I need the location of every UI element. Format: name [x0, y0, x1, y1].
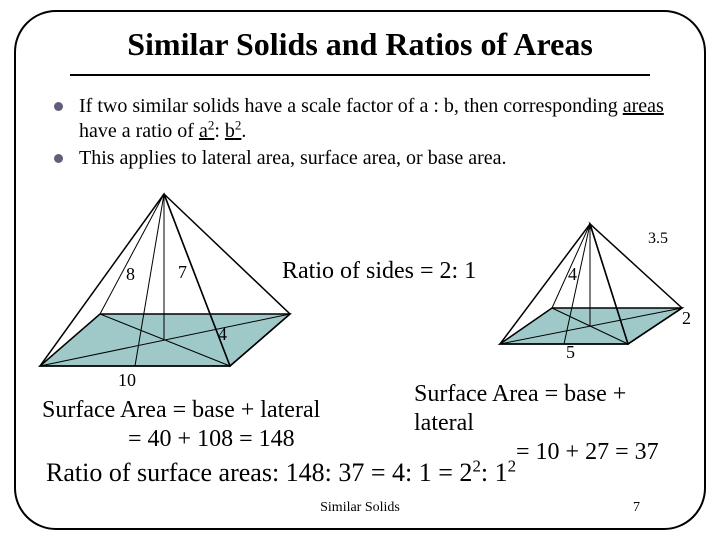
bullet-1-mid: have a ratio of — [79, 120, 199, 142]
footer-title: Similar Solids — [0, 500, 720, 516]
bullet-1-b2: b2 — [225, 120, 242, 142]
bullet-1-b: b — [225, 120, 235, 142]
surface-area-left: Surface Area = base + lateral = 40 + 108… — [42, 396, 320, 454]
title-divider — [70, 74, 650, 76]
pyr-right-label-5: 5 — [566, 342, 575, 363]
bullet-marker-icon — [54, 154, 63, 163]
pyr-left-label-7: 7 — [178, 262, 187, 283]
pyr-left-label-4: 4 — [218, 324, 227, 345]
sa-right-line2: lateral — [414, 409, 659, 438]
bullet-1-colon: : — [214, 120, 225, 142]
bullet-list: If two similar solids have a scale facto… — [54, 94, 680, 173]
page-number: 7 — [633, 500, 640, 516]
pyr-right-label-35: 3.5 — [648, 230, 668, 248]
ratio-sa-pre: Ratio of surface areas: 148: 37 = 4: 1 =… — [46, 458, 472, 487]
pyr-left-label-10: 10 — [118, 370, 136, 391]
bullet-1: If two similar solids have a scale facto… — [54, 94, 680, 144]
sa-left-line1: Surface Area = base + lateral — [42, 396, 320, 425]
pyr-right-label-4: 4 — [568, 264, 577, 285]
bullet-1-pre: If two similar solids have a scale facto… — [79, 95, 623, 117]
bullet-1-a: a — [199, 120, 208, 142]
ratio-of-surface-areas: Ratio of surface areas: 148: 37 = 4: 1 =… — [46, 458, 700, 488]
pyramid-left — [22, 186, 302, 386]
bullet-1-a2: a2 — [199, 120, 214, 142]
surface-area-right: Surface Area = base + lateral = 10 + 27 … — [414, 380, 659, 466]
bullet-2-text: This applies to lateral area, surface ar… — [79, 146, 680, 171]
sup-2-icon: 2 — [472, 456, 480, 475]
bullet-1-end: . — [241, 120, 246, 142]
bullet-1-text: If two similar solids have a scale facto… — [79, 94, 680, 144]
bullet-marker-icon — [54, 102, 63, 111]
slide-title: Similar Solids and Ratios of Areas — [0, 26, 720, 63]
pyr-right-label-2: 2 — [682, 308, 691, 329]
sup-2-icon: 2 — [508, 456, 516, 475]
sa-right-line1: Surface Area = base + — [414, 380, 659, 409]
bullet-1-areas: areas — [623, 95, 664, 117]
sa-left-line2: = 40 + 108 = 148 — [42, 425, 320, 454]
bullet-2: This applies to lateral area, surface ar… — [54, 146, 680, 171]
ratio-sa-mid: : 1 — [481, 458, 508, 487]
ratio-of-sides: Ratio of sides = 2: 1 — [282, 258, 476, 285]
pyr-left-label-8: 8 — [126, 264, 135, 285]
